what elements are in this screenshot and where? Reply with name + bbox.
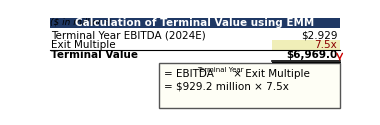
Text: × Exit Multiple: × Exit Multiple [230, 69, 310, 79]
Text: Calculation of Terminal Value using EMM: Calculation of Terminal Value using EMM [75, 18, 314, 28]
Text: Exit Multiple: Exit Multiple [51, 40, 116, 50]
Text: Terminal Year EBITDA (2024E): Terminal Year EBITDA (2024E) [51, 30, 206, 40]
FancyBboxPatch shape [159, 63, 340, 108]
Text: $2.929: $2.929 [301, 30, 337, 40]
Text: $6,969.0: $6,969.0 [286, 50, 337, 60]
FancyBboxPatch shape [50, 18, 340, 28]
Text: 7.5x: 7.5x [315, 40, 337, 50]
Text: = $929.2 million × 7.5x: = $929.2 million × 7.5x [164, 81, 289, 91]
Text: Terminal Year: Terminal Year [197, 67, 244, 73]
Text: ($ in millions): ($ in millions) [50, 17, 111, 26]
Text: Terminal Value: Terminal Value [51, 50, 138, 60]
FancyBboxPatch shape [272, 40, 340, 50]
Text: = EBITDA: = EBITDA [164, 69, 214, 79]
